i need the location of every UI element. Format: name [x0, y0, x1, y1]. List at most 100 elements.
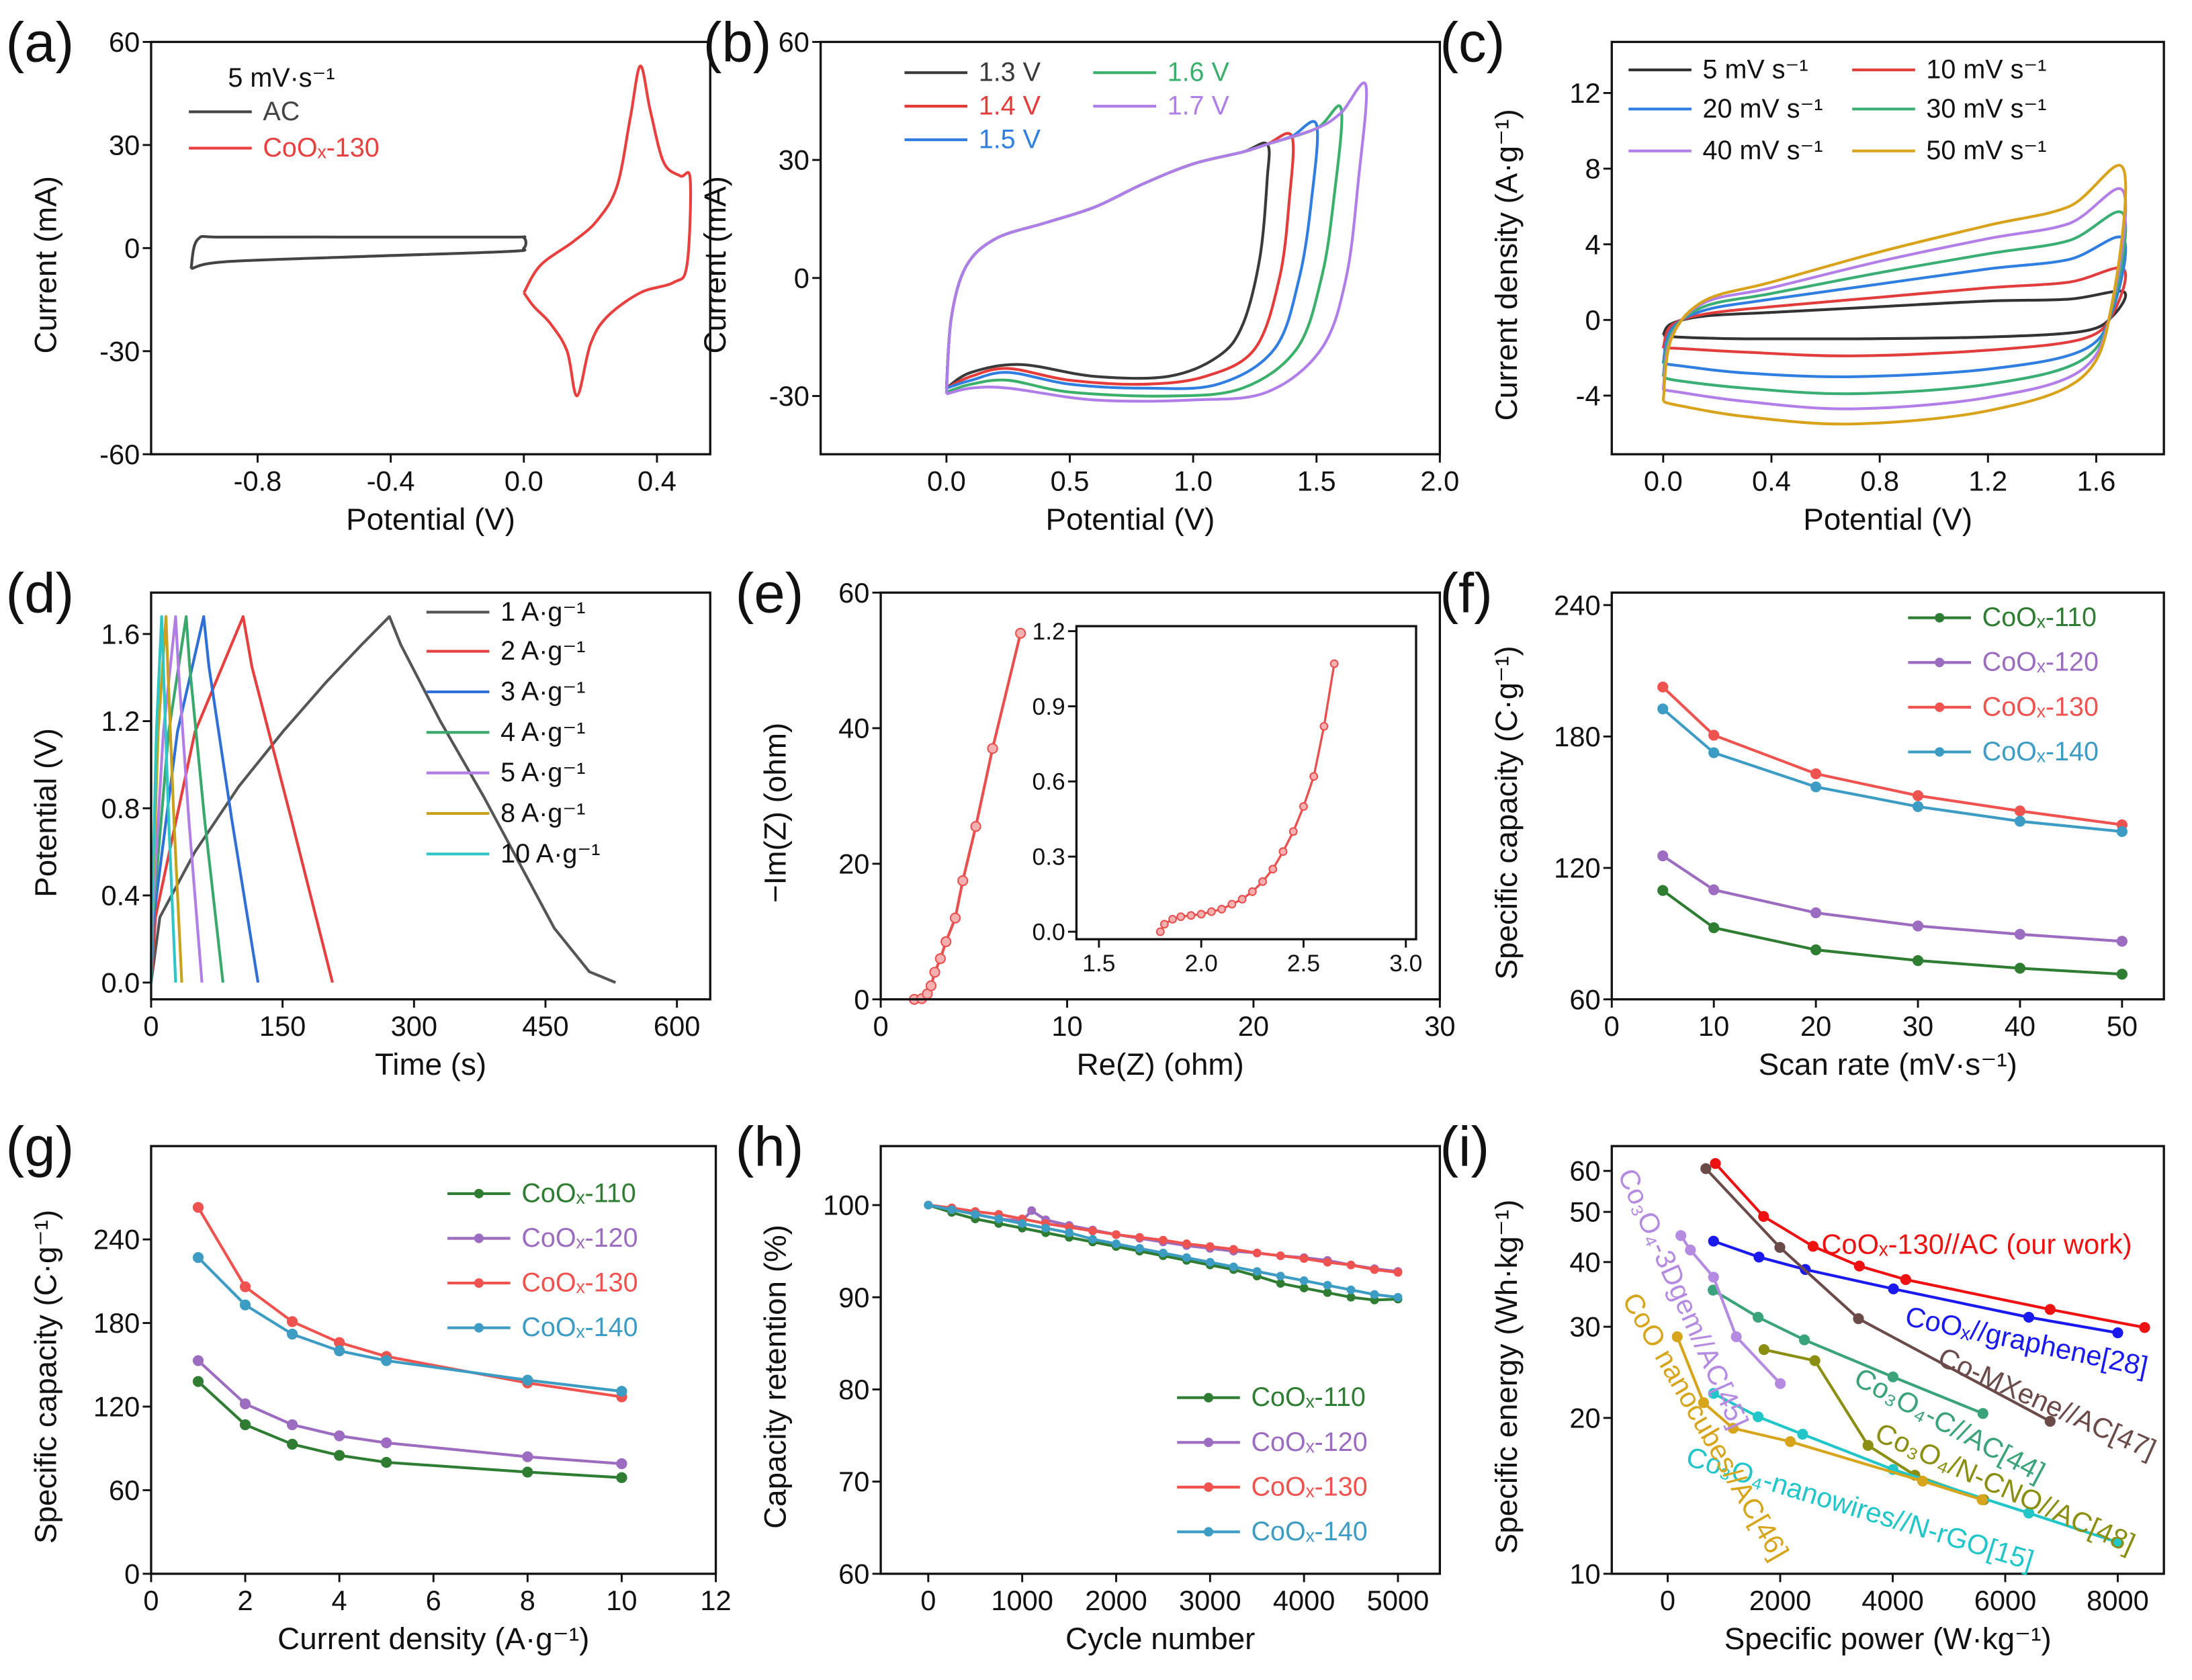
data-point: [1229, 1262, 1238, 1272]
data-point: [2023, 1507, 2035, 1519]
series-line-1: [945, 132, 1295, 390]
data-point: [1657, 885, 1669, 896]
y-tick-label: 20: [1569, 1402, 1600, 1433]
panel-letter: (i): [1440, 1115, 1489, 1178]
panel-letter: (f): [1440, 562, 1493, 624]
x-tick-label: 0: [873, 1010, 888, 1042]
data-point: [1912, 790, 1924, 801]
panel-e: 0 10 20 30 0 20 40 60 Re(Z) (ohm) −Im(Z) (ohm) (e)…: [736, 562, 1456, 1081]
legend-label: 5 mV s⁻¹: [1703, 55, 1808, 85]
legend-label: CoOₓ-140: [1251, 1517, 1367, 1546]
series-line-5: [1712, 1392, 2119, 1544]
data-point: [1041, 1223, 1051, 1233]
series-line-5: [1661, 164, 2128, 426]
data-point: [1753, 1251, 1765, 1263]
data-point: [1758, 1344, 1770, 1356]
plot-frame: [1610, 591, 2165, 1001]
panel-b: 0.0 0.5 1.0 1.5 2.0 -30 0 30 60 Potential (V) Curr…: [698, 11, 1459, 537]
data-point: [1752, 1411, 1764, 1423]
x-axis-label: Scan rate (mV·s⁻¹): [1759, 1047, 2017, 1081]
data-point: [1810, 907, 1822, 919]
y-tick-label: 80: [838, 1374, 869, 1405]
data-point: [1727, 1423, 1739, 1434]
data-point: [192, 1355, 204, 1366]
data-point: [1917, 1475, 1928, 1487]
data-point: [1810, 944, 1822, 956]
plot-frame: [150, 591, 711, 1001]
y-tick-label: 0.9: [1033, 694, 1065, 720]
data-point: [1159, 920, 1169, 929]
data-point: [1752, 1311, 1764, 1323]
legend-label: CoOₓ-120: [1251, 1427, 1367, 1457]
data-point: [1288, 827, 1298, 836]
y-tick-label: 100: [823, 1190, 869, 1221]
y-tick-label: -30: [769, 380, 809, 412]
data-point: [1027, 1206, 1037, 1215]
data-point: [1657, 681, 1669, 693]
data-point: [1278, 847, 1288, 856]
x-tick-label: 10: [606, 1585, 637, 1616]
x-axis-label: Cycle number: [1065, 1622, 1255, 1656]
y-tick-label: 20: [838, 848, 869, 879]
data-point: [1329, 659, 1339, 668]
data-point: [1112, 1239, 1121, 1249]
data-point: [934, 953, 946, 965]
legend-label: 2 A·g⁻¹: [500, 636, 585, 666]
x-tick-label: 2: [237, 1585, 253, 1616]
data-point: [2023, 1311, 2035, 1323]
legend-label: CoOₓ-110: [1251, 1382, 1365, 1412]
plot-frame: [150, 1145, 717, 1575]
data-point: [1798, 1334, 1810, 1345]
data-point: [1708, 747, 1720, 758]
data-point: [522, 1466, 533, 1478]
x-tick-label: 8: [520, 1585, 535, 1616]
y-tick-label: 0: [794, 262, 809, 294]
data-point: [239, 1419, 251, 1431]
x-tick-label: 20: [1800, 1010, 1831, 1042]
series-line-1: [1713, 1239, 2118, 1335]
data-point: [1182, 1239, 1191, 1249]
y-tick-label: 180: [93, 1307, 140, 1339]
series-label: CoOₓ-130//AC (our work): [1821, 1228, 2132, 1259]
data-point: [1797, 1429, 1808, 1440]
legend-marker: [1935, 747, 1945, 757]
x-tick-label: 1.5: [1297, 465, 1336, 496]
data-point: [1346, 1260, 1356, 1270]
y-tick-label: 60: [1569, 983, 1600, 1015]
y-tick-label: 1.2: [1033, 619, 1065, 645]
y-tick-label: 0: [124, 1558, 140, 1589]
x-tick-label: 0: [143, 1585, 159, 1616]
panel-letter: (d): [6, 562, 75, 624]
panel-a: -0.8 -0.4 0.0 0.4 -60 -30 0 30 60 Potential (V) Cu…: [6, 11, 711, 537]
y-tick-label: 40: [1569, 1246, 1600, 1278]
y-tick-label: 180: [1554, 721, 1600, 752]
data-point: [1708, 1272, 1719, 1283]
data-point: [924, 1200, 933, 1210]
data-point: [1237, 895, 1247, 904]
y-tick-label: 240: [93, 1224, 140, 1255]
data-point: [1252, 1267, 1262, 1276]
inset-background: [1076, 626, 1416, 940]
x-tick-label: 0.5: [1051, 465, 1090, 496]
data-point: [1912, 955, 1924, 967]
data-point: [1196, 910, 1206, 919]
data-point: [1205, 1257, 1215, 1267]
data-point: [616, 1458, 627, 1470]
panel-c: 0.0 0.4 0.8 1.2 1.6 -4 0 4 8 12 Potential (V) Curre…: [1440, 11, 2165, 537]
data-point: [1135, 1233, 1144, 1242]
data-point: [1675, 1230, 1687, 1241]
y-tick-label: -4: [1576, 380, 1601, 412]
data-point: [1258, 877, 1267, 886]
x-axis-label: Potential (V): [1803, 502, 1972, 537]
data-point: [1708, 730, 1720, 741]
y-axis-label: Specific energy (Wh·kg⁻¹): [1489, 1200, 1524, 1554]
x-tick-label: 6000: [1974, 1585, 2037, 1616]
data-point: [1393, 1268, 1403, 1277]
data-point: [1698, 1397, 1710, 1409]
data-point: [1775, 1378, 1786, 1389]
y-axis-label: −Im(Z) (ohm): [758, 723, 793, 903]
data-point: [925, 980, 937, 991]
legend-label: 4 A·g⁻¹: [500, 717, 585, 747]
data-point: [1887, 1371, 1899, 1382]
